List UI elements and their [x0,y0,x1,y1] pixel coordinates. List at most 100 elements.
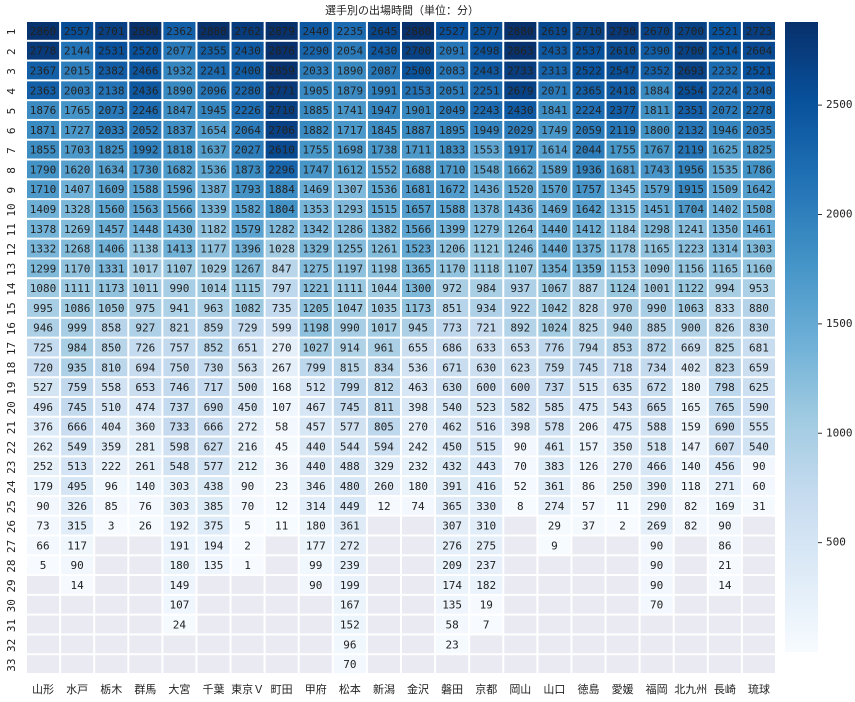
cell-label: 1786 [746,163,773,176]
x-tick-label: 福岡 [646,682,668,696]
cell [742,101,775,119]
cell-label: 58 [446,619,459,632]
cell-label: 2859 [268,64,295,77]
cell-label: 1115 [234,282,261,295]
cell-label: 1173 [98,282,125,295]
cell-label: 1082 [234,302,261,315]
cell-label: 549 [67,440,87,453]
cell [436,437,469,456]
cell [333,397,366,416]
cell-label: 1170 [64,262,91,275]
cell [265,239,298,258]
cell-label: 720 [33,361,53,374]
cell-label: 250 [613,480,633,493]
cell-label: 1884 [268,183,295,196]
cell-label: 474 [135,401,155,414]
cell-label: 850 [101,342,121,355]
empty-cell [265,576,298,594]
cell [27,81,60,100]
cell-label: 261 [135,460,155,473]
cell-label: 1536 [371,183,398,196]
cell [27,180,60,199]
cell [504,120,537,139]
cell-label: 975 [135,302,155,315]
cell-label: 510 [101,401,121,414]
cell-label: 1124 [609,282,636,295]
cell [538,457,571,476]
cell-label: 887 [579,282,599,295]
cell [674,279,707,298]
cell [163,140,196,159]
cell [640,437,673,456]
cell-label: 480 [340,480,360,493]
cell-label: 2083 [439,64,466,77]
cell [606,477,639,495]
cell-label: 1378 [30,223,57,236]
cell [95,496,128,515]
cell [61,536,94,555]
cell [367,160,400,179]
cell [299,536,332,555]
cell [572,81,605,100]
cell-label: 2352 [643,64,670,77]
cell [742,239,775,258]
cell [27,259,60,278]
cell [572,299,605,317]
cell-label: 82 [684,520,697,533]
cell [95,41,128,60]
cell-label: 361 [544,480,564,493]
cell [504,378,537,396]
empty-cell [640,615,673,634]
cell-label: 1662 [507,163,534,176]
cell [674,457,707,476]
cell [640,595,673,614]
cell [231,378,264,396]
cell [572,318,605,337]
cell [367,477,400,495]
empty-cell [367,655,400,673]
cell-label: 1704 [678,203,705,216]
cell-label: 1579 [234,223,261,236]
cell-label: 1436 [507,203,534,216]
x-tick-label: 栃木 [100,682,122,696]
cell [402,120,435,139]
cell [572,120,605,139]
cell [640,22,673,40]
cell-label: 2251 [473,84,500,97]
cell-label: 797 [272,282,292,295]
cell [129,299,162,317]
empty-cell [504,615,537,634]
cell [231,516,264,535]
cell-label: 2498 [473,45,500,58]
cell [606,496,639,515]
cell-label: 1560 [98,203,125,216]
cell [95,239,128,258]
cell-label: 385 [204,500,224,513]
cell [674,338,707,357]
cell-label: 1359 [575,262,602,275]
cell [95,437,128,456]
cell-label: 2723 [746,25,773,38]
y-tick-label: 16 [5,322,18,335]
cell-label: 513 [67,460,87,473]
empty-cell [674,576,707,594]
empty-cell [197,615,230,634]
cell [27,417,60,436]
cell-label: 1588 [132,183,159,196]
cell [606,397,639,416]
cell [504,160,537,179]
cell [742,140,775,159]
cell [436,279,469,298]
cell [333,477,366,495]
cell [129,180,162,199]
cell-label: 2280 [234,84,261,97]
cell-label: 2430 [507,104,534,117]
cell-label: 577 [340,421,360,434]
empty-cell [674,595,707,614]
cell [572,279,605,298]
cell [231,219,264,238]
cell-label: 1197 [337,262,364,275]
cell-label: 1279 [473,223,500,236]
cell [163,120,196,139]
